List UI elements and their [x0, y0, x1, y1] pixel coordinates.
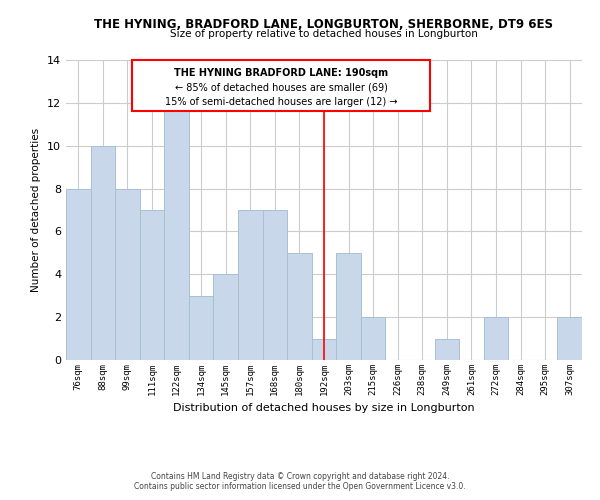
FancyBboxPatch shape — [133, 60, 430, 112]
Bar — [336, 253, 361, 360]
Text: THE HYNING, BRADFORD LANE, LONGBURTON, SHERBORNE, DT9 6ES: THE HYNING, BRADFORD LANE, LONGBURTON, S… — [95, 18, 554, 30]
Bar — [115, 188, 140, 360]
Bar — [484, 317, 508, 360]
Bar — [312, 338, 336, 360]
Bar — [66, 188, 91, 360]
Bar — [287, 253, 312, 360]
Bar — [238, 210, 263, 360]
X-axis label: Distribution of detached houses by size in Longburton: Distribution of detached houses by size … — [173, 404, 475, 413]
Bar — [140, 210, 164, 360]
Bar — [189, 296, 214, 360]
Text: Contains HM Land Registry data © Crown copyright and database right 2024.: Contains HM Land Registry data © Crown c… — [151, 472, 449, 481]
Text: 15% of semi-detached houses are larger (12) →: 15% of semi-detached houses are larger (… — [165, 97, 397, 107]
Bar — [214, 274, 238, 360]
Text: THE HYNING BRADFORD LANE: 190sqm: THE HYNING BRADFORD LANE: 190sqm — [174, 68, 388, 78]
Bar — [164, 103, 189, 360]
Bar — [91, 146, 115, 360]
Bar — [557, 317, 582, 360]
Bar — [263, 210, 287, 360]
Y-axis label: Number of detached properties: Number of detached properties — [31, 128, 41, 292]
Text: Size of property relative to detached houses in Longburton: Size of property relative to detached ho… — [170, 29, 478, 39]
Bar — [434, 338, 459, 360]
Bar — [361, 317, 385, 360]
Text: ← 85% of detached houses are smaller (69): ← 85% of detached houses are smaller (69… — [175, 82, 388, 92]
Text: Contains public sector information licensed under the Open Government Licence v3: Contains public sector information licen… — [134, 482, 466, 491]
